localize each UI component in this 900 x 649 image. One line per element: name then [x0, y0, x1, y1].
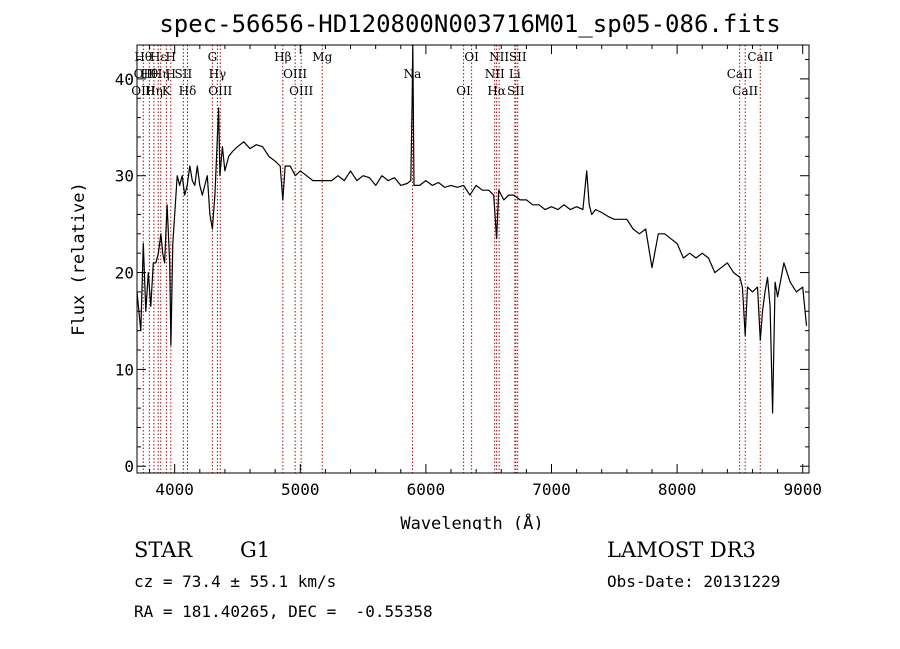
line-marker-label: OIII — [289, 84, 313, 98]
line-marker-label: Hθ — [140, 67, 158, 81]
y-tick-label: 0 — [124, 457, 134, 476]
y-axis-ticks: 0 10 20 30 40 — [115, 59, 809, 476]
x-tick-label: 8000 — [658, 480, 697, 499]
line-marker-label: Hη — [152, 67, 170, 81]
line-marker-label: SII — [507, 84, 525, 98]
y-tick-label: 40 — [115, 70, 134, 89]
object-subclass: G1 — [240, 538, 271, 562]
line-marker-label: Hα — [487, 84, 506, 98]
spectral-line-markers — [142, 45, 761, 473]
y-tick-label: 10 — [115, 360, 134, 379]
line-marker-label: Hβ — [274, 50, 291, 64]
x-tick-label: 9000 — [783, 480, 822, 499]
spectrum-chart: spec-56656-HD120800N003716M01_sp05-086.f… — [69, 10, 822, 530]
x-tick-label: 6000 — [407, 480, 446, 499]
line-marker-label: CaII — [727, 67, 753, 81]
line-marker-label: Hγ — [209, 67, 227, 81]
y-axis-label: Flux (relative) — [69, 182, 89, 336]
line-marker-label: G — [208, 50, 218, 64]
obs-date: Obs-Date: 20131229 — [607, 572, 781, 591]
line-marker-label: SII — [509, 50, 527, 64]
line-marker-label: SII — [174, 67, 192, 81]
spectral-line-labels: HθOIIOIIIHθHηHεHηKHHSIIHδGHγOIIIHβOIIIOI… — [131, 50, 773, 98]
line-marker-label: K — [162, 84, 172, 98]
x-tick-label: 4000 — [155, 480, 194, 499]
line-marker-label: OIII — [208, 84, 232, 98]
line-marker-label: Hδ — [179, 84, 197, 98]
line-marker-label: CaII — [747, 50, 773, 64]
line-marker-label: Mg — [312, 50, 332, 64]
line-marker-label: OII — [134, 67, 154, 81]
line-marker-label: NII — [489, 50, 509, 64]
survey-name: LAMOST DR3 — [607, 538, 756, 562]
object-class: STAR — [134, 538, 193, 562]
line-marker-label: OIII — [283, 67, 307, 81]
line-marker-label: OI — [464, 50, 479, 64]
line-marker-label: Hε — [150, 50, 167, 64]
x-tick-label: 5000 — [281, 480, 320, 499]
y-tick-label: 20 — [115, 264, 134, 283]
line-marker-label: Hθ — [134, 50, 152, 64]
x-axis-ticks: 4000 5000 6000 7000 8000 9000 — [149, 45, 822, 499]
line-marker-label: H — [166, 50, 176, 64]
coordinates-text: RA = 181.40265, DEC = -0.55358 — [134, 602, 433, 621]
line-marker-label: OI — [456, 84, 471, 98]
line-marker-label: Hη — [145, 84, 163, 98]
x-axis-label: Wavelength (Å) — [400, 512, 543, 530]
spectrum-line — [136, 44, 808, 414]
plot-frame — [136, 44, 810, 474]
x-tick-label: 7000 — [532, 480, 571, 499]
chart-title: spec-56656-HD120800N003716M01_sp05-086.f… — [159, 10, 780, 38]
line-marker-label: H — [166, 67, 176, 81]
y-tick-label: 30 — [115, 167, 134, 186]
line-marker-label: CaII — [732, 84, 758, 98]
line-marker-label: Li — [509, 67, 521, 81]
redshift-text: cz = 73.4 ± 55.1 km/s — [134, 572, 337, 591]
line-marker-label: NII — [485, 67, 505, 81]
